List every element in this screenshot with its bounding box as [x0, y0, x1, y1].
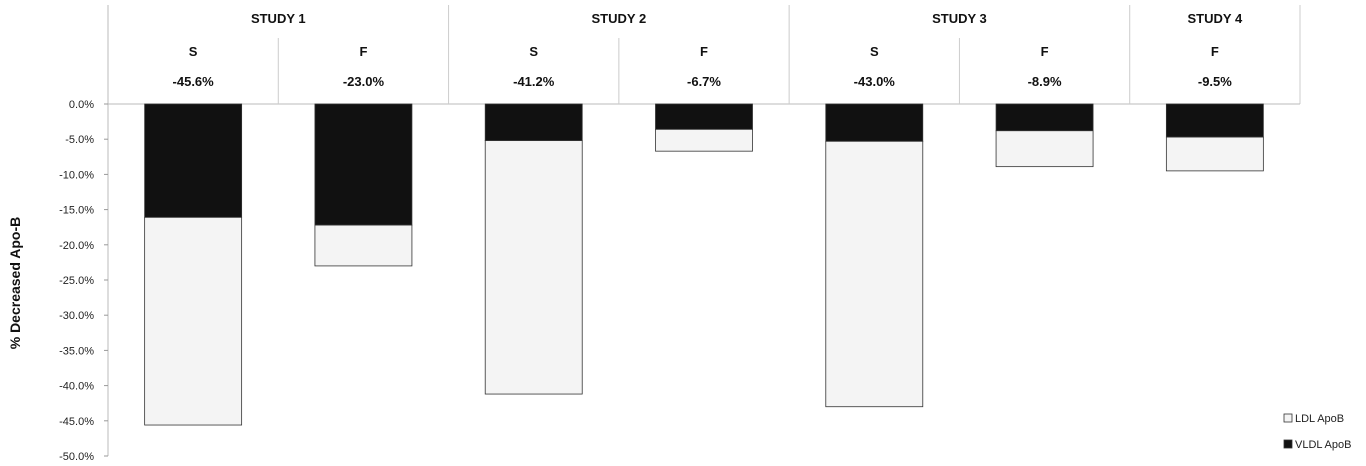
bar-ldl-apob [314, 224, 413, 267]
y-tick-label: -10.0% [59, 169, 94, 181]
bar-ldl-apob [825, 140, 924, 408]
bar-vldl-apob [825, 103, 924, 142]
y-tick-label: -40.0% [59, 381, 94, 393]
y-tick-label: -45.0% [59, 416, 94, 428]
study-label: STUDY 3 [932, 11, 987, 26]
bar-ldl-apob [144, 216, 243, 426]
bar-ldl-apob [995, 130, 1094, 168]
study-label: STUDY 1 [251, 11, 306, 26]
y-tick-label: -25.0% [59, 275, 94, 287]
y-tick-label: 0.0% [69, 99, 94, 111]
header-labels: STUDY 1 STUDY 2 STUDY 3 STUDY 4 S -45.6% F -23.… [173, 11, 1243, 89]
y-tick-label: -35.0% [59, 345, 94, 357]
y-tick-label: -20.0% [59, 240, 94, 252]
total-label: -9.5% [1198, 74, 1232, 89]
header-table [107, 5, 1301, 456]
total-label: -8.9% [1028, 74, 1062, 89]
y-tick-label: -15.0% [59, 205, 94, 217]
bar-ldl-apob [1165, 136, 1264, 172]
category-label: F [1041, 44, 1049, 59]
bars [144, 103, 1264, 426]
bar-ldl-apob [655, 128, 753, 152]
legend-label: VLDL ApoB [1295, 439, 1351, 451]
study-label: STUDY 2 [592, 11, 647, 26]
legend-label: LDL ApoB [1295, 413, 1344, 425]
bar-vldl-apob [655, 103, 753, 130]
bar-vldl-apob [314, 103, 413, 226]
legend-swatch [1283, 413, 1293, 423]
legend-swatch [1283, 439, 1293, 449]
category-label: F [359, 44, 367, 59]
total-label: -45.6% [173, 74, 215, 89]
category-label: F [1211, 44, 1219, 59]
category-label: S [189, 44, 198, 59]
y-axis-label: % Decreased Apo-B [7, 217, 23, 350]
y-tick-label: -5.0% [65, 134, 94, 146]
category-label: S [870, 44, 879, 59]
y-axis: 0.0% -5.0% -10.0% -15.0% -20.0% -25.0% -30.0% -… [59, 99, 108, 463]
total-label: -41.2% [513, 74, 555, 89]
total-label: -23.0% [343, 74, 385, 89]
study-label: STUDY 4 [1188, 11, 1243, 26]
legend: LDL ApoB VLDL ApoB [1283, 413, 1351, 451]
bar-vldl-apob [1165, 103, 1264, 138]
total-label: -43.0% [854, 74, 896, 89]
bar-vldl-apob [484, 103, 583, 142]
y-tick-label: -30.0% [59, 310, 94, 322]
category-label: F [700, 44, 708, 59]
bar-vldl-apob [995, 103, 1094, 132]
category-label: S [529, 44, 538, 59]
bar-vldl-apob [144, 103, 243, 218]
y-tick-label: -50.0% [59, 451, 94, 463]
total-label: -6.7% [687, 74, 721, 89]
bar-ldl-apob [484, 140, 583, 395]
